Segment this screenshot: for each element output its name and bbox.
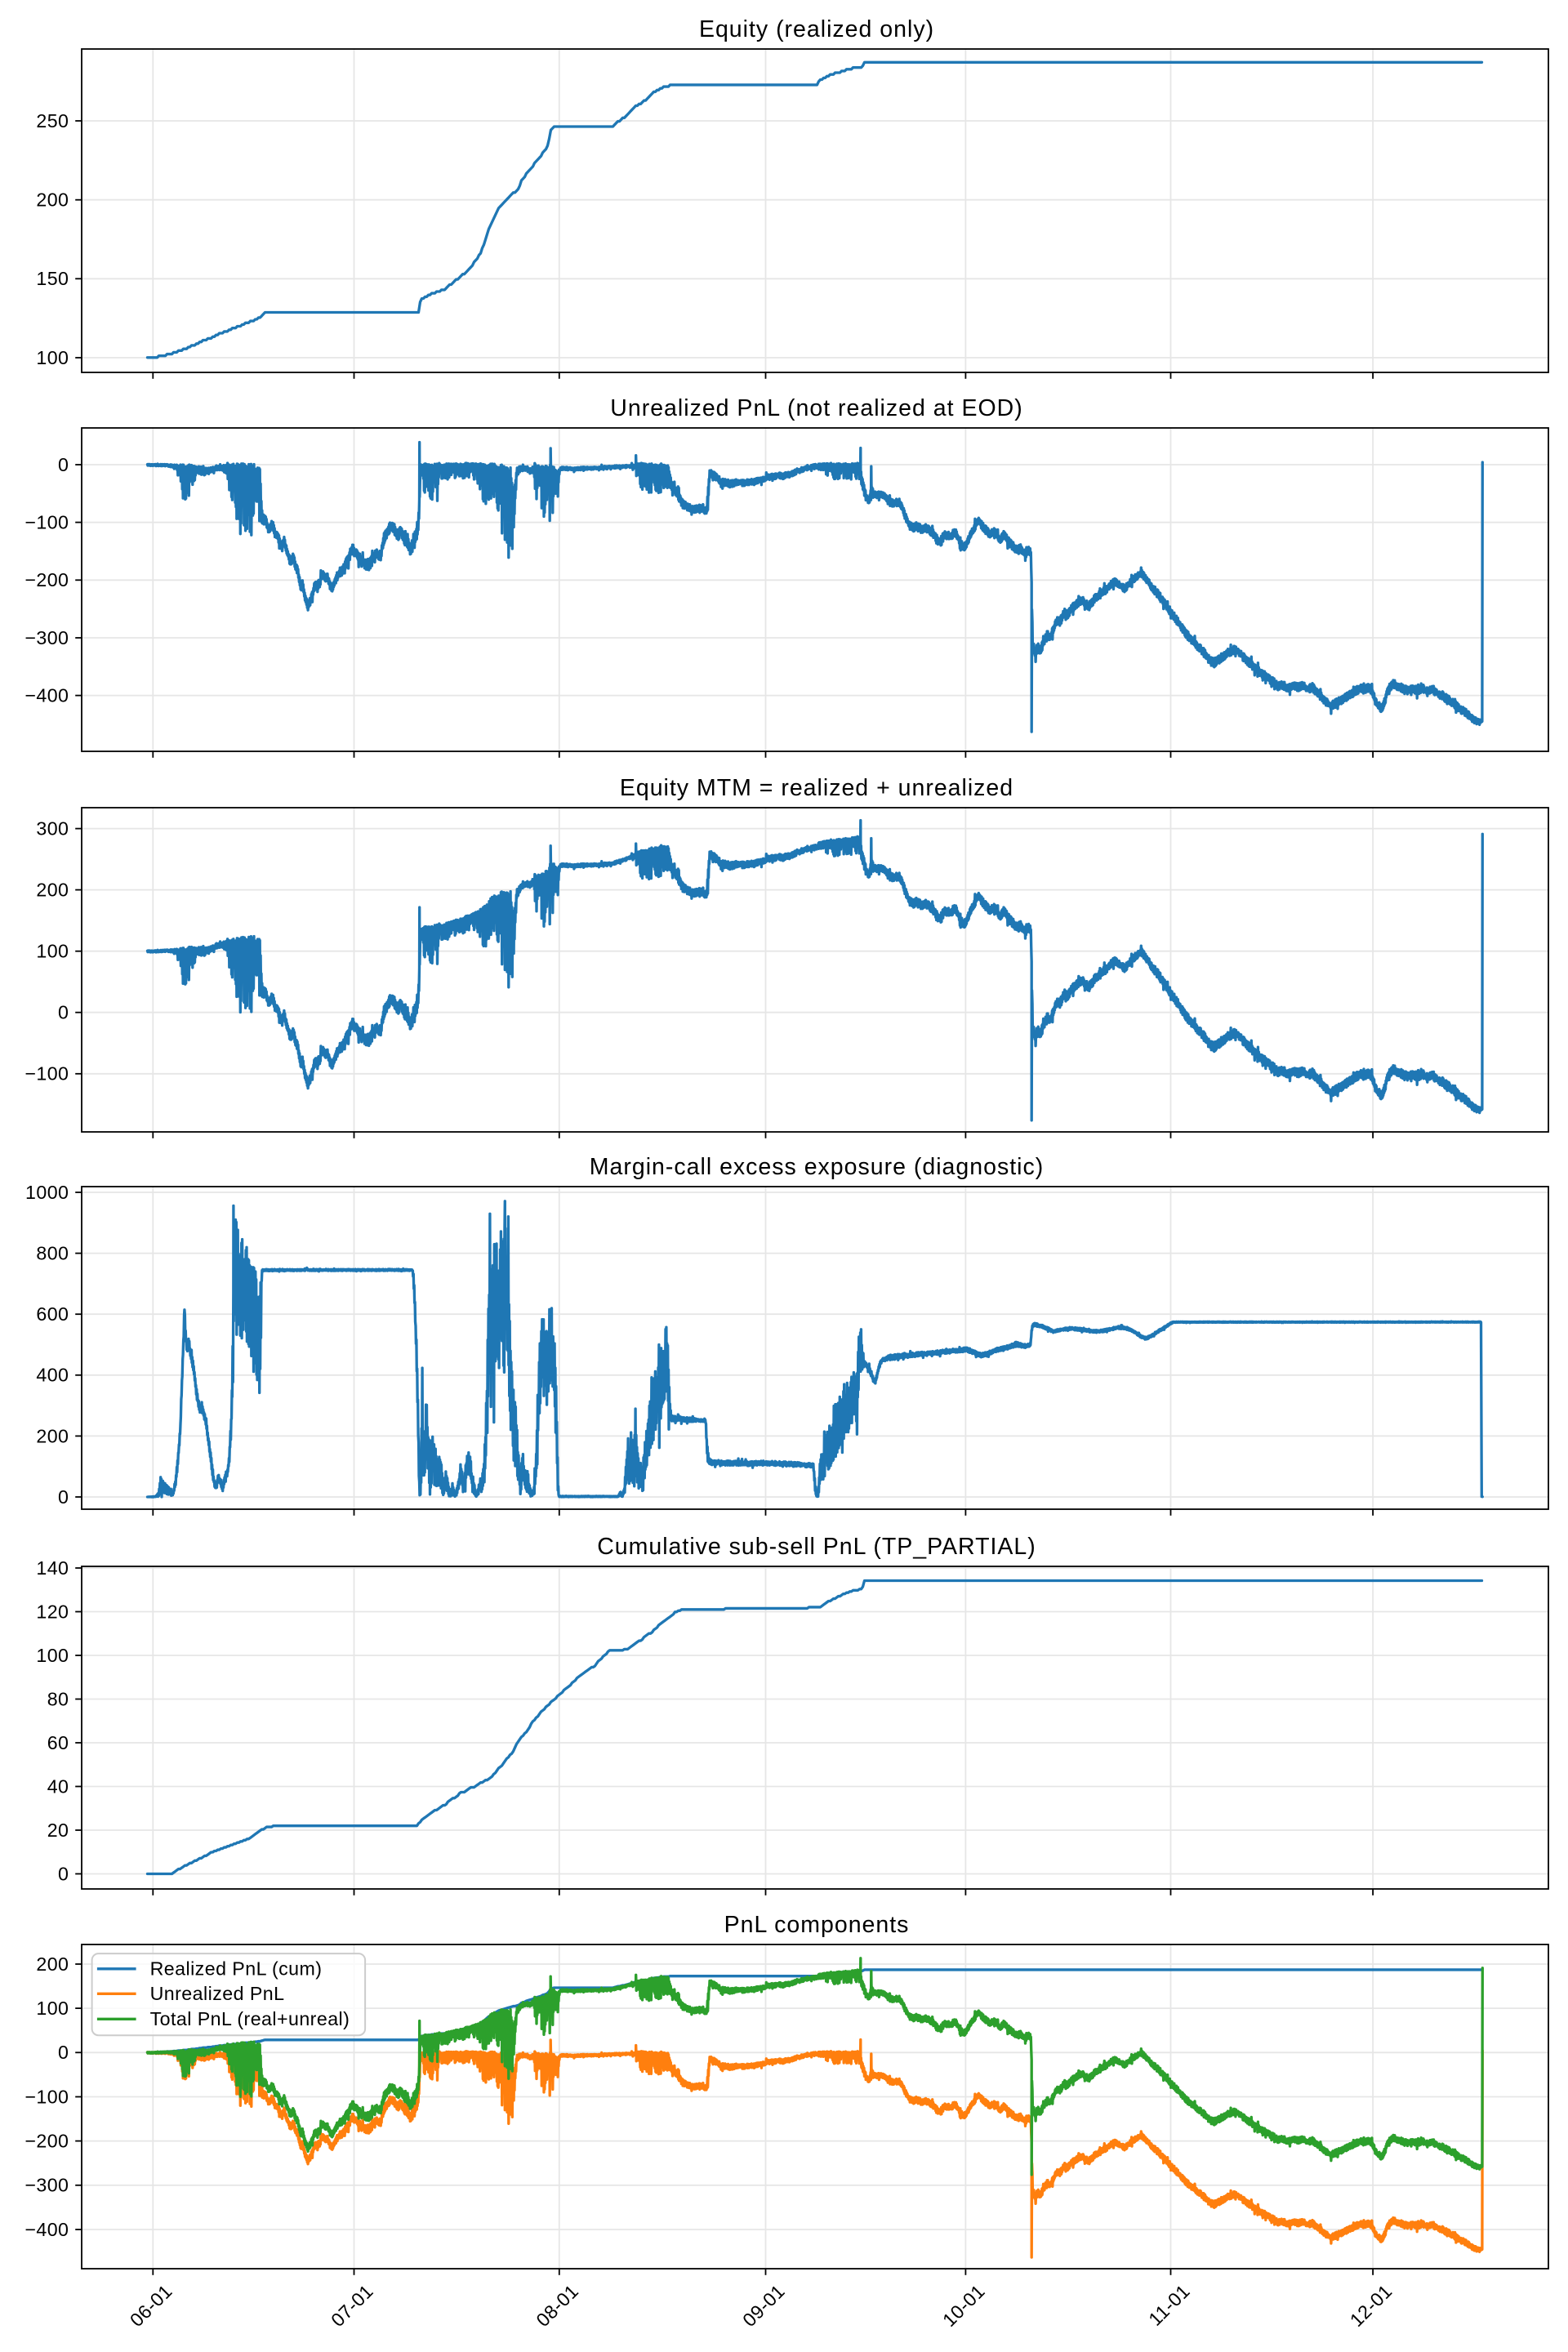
svg-text:Total PnL (real+unreal): Total PnL (real+unreal) (150, 2008, 350, 2029)
svg-text:300: 300 (36, 818, 69, 840)
svg-text:0: 0 (58, 1002, 69, 1023)
svg-text:0: 0 (58, 2042, 69, 2063)
svg-text:−200: −200 (24, 569, 69, 590)
svg-text:−300: −300 (24, 2175, 69, 2196)
svg-text:Equity MTM = realized + unreal: Equity MTM = realized + unrealized (620, 775, 1013, 801)
svg-text:−400: −400 (24, 2219, 69, 2240)
svg-text:−100: −100 (24, 1063, 69, 1085)
svg-text:200: 200 (36, 1425, 69, 1446)
svg-text:60: 60 (47, 1732, 69, 1753)
svg-text:800: 800 (36, 1243, 69, 1264)
svg-text:100: 100 (36, 347, 69, 368)
svg-text:200: 200 (36, 1953, 69, 1975)
svg-text:400: 400 (36, 1365, 69, 1386)
svg-text:Unrealized PnL (not realized a: Unrealized PnL (not realized at EOD) (610, 395, 1022, 421)
svg-text:100: 100 (36, 1998, 69, 2019)
svg-text:Equity (realized only): Equity (realized only) (699, 16, 934, 42)
svg-text:−100: −100 (24, 512, 69, 533)
svg-text:0: 0 (58, 454, 69, 475)
svg-text:140: 140 (36, 1557, 69, 1579)
svg-text:PnL components: PnL components (724, 1912, 910, 1938)
svg-text:250: 250 (36, 110, 69, 131)
svg-text:200: 200 (36, 189, 69, 211)
svg-text:Realized PnL (cum): Realized PnL (cum) (150, 1958, 323, 1980)
svg-text:1000: 1000 (25, 1182, 69, 1203)
svg-text:0: 0 (58, 1486, 69, 1508)
svg-text:−200: −200 (24, 2131, 69, 2152)
svg-text:Cumulative sub-sell PnL (TP_PA: Cumulative sub-sell PnL (TP_PARTIAL) (597, 1534, 1036, 1560)
svg-text:Unrealized PnL: Unrealized PnL (150, 1983, 285, 2004)
svg-text:0: 0 (58, 1863, 69, 1884)
svg-text:−400: −400 (24, 685, 69, 706)
svg-text:−300: −300 (24, 627, 69, 648)
svg-text:Margin-call excess exposure (d: Margin-call excess exposure (diagnostic) (590, 1154, 1044, 1180)
svg-text:100: 100 (36, 941, 69, 962)
svg-text:40: 40 (47, 1775, 69, 1797)
svg-text:120: 120 (36, 1601, 69, 1622)
svg-text:600: 600 (36, 1303, 69, 1325)
svg-text:80: 80 (47, 1688, 69, 1709)
svg-text:200: 200 (36, 880, 69, 901)
svg-text:100: 100 (36, 1645, 69, 1666)
svg-text:−100: −100 (24, 2086, 69, 2107)
svg-text:150: 150 (36, 268, 69, 289)
svg-text:20: 20 (47, 1820, 69, 1841)
